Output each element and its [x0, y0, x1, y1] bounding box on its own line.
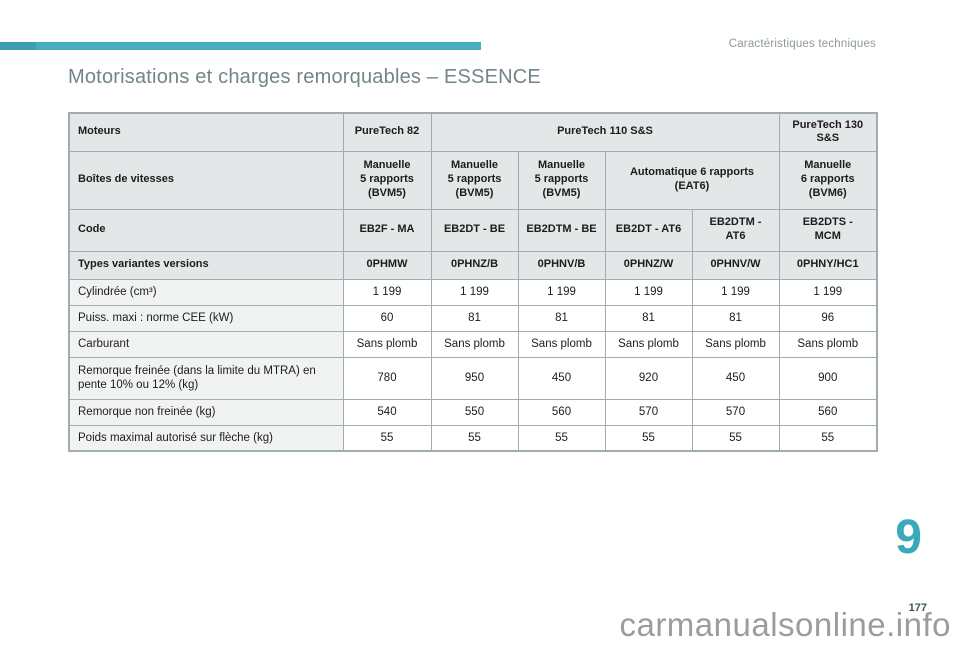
page-title: Motorisations et charges remorquables – …: [68, 66, 541, 88]
cell-carburant-c6: Sans plomb: [778, 330, 878, 358]
cell-remorque-freinee-c3: 450: [517, 356, 606, 400]
cell-types-c3: 0PHNV/B: [517, 250, 606, 280]
cell-moteurs-puretech82: PureTech 82: [342, 112, 432, 152]
cell-boites-c1: Manuelle 5 rapports (BVM5): [342, 150, 432, 210]
cell-puissance-c5: 81: [691, 304, 780, 332]
cell-code-c3: EB2DTM - BE: [517, 208, 606, 252]
cell-carburant-c1: Sans plomb: [342, 330, 432, 358]
cell-puissance-c4: 81: [604, 304, 693, 332]
cell-code-c4: EB2DT - AT6: [604, 208, 693, 252]
cell-cylindree-c5: 1 199: [691, 278, 780, 306]
table-row-boites: Boîtes de vitesses Manuelle 5 rapports (…: [68, 150, 878, 210]
cell-remorque-freinee-c4: 920: [604, 356, 693, 400]
row-label-puissance: Puiss. maxi : norme CEE (kW): [68, 304, 344, 332]
watermark-text: carmanualsonline.info: [619, 606, 951, 643]
row-label-boites: Boîtes de vitesses: [68, 150, 344, 210]
cell-remorque-non-freinee-c3: 560: [517, 398, 606, 426]
cell-carburant-c3: Sans plomb: [517, 330, 606, 358]
cell-carburant-c5: Sans plomb: [691, 330, 780, 358]
cell-remorque-non-freinee-c5: 570: [691, 398, 780, 426]
table-row-moteurs: Moteurs PureTech 82 PureTech 110 S&S Pur…: [68, 112, 878, 152]
row-label-types: Types variantes versions: [68, 250, 344, 280]
row-label-carburant: Carburant: [68, 330, 344, 358]
cell-boites-c3: Manuelle 5 rapports (BVM5): [517, 150, 606, 210]
cell-puissance-c6: 96: [778, 304, 878, 332]
section-label: Caractéristiques techniques: [728, 38, 876, 50]
row-label-moteurs: Moteurs: [68, 112, 344, 152]
cell-poids-fleche-c3: 55: [517, 424, 606, 452]
row-label-poids-fleche: Poids maximal autorisé sur flèche (kg): [68, 424, 344, 452]
cell-cylindree-c3: 1 199: [517, 278, 606, 306]
table-row-remorque-freinee: Remorque freinée (dans la limite du MTRA…: [68, 356, 878, 400]
cell-code-c2: EB2DT - BE: [430, 208, 519, 252]
cell-code-c6: EB2DTS - MCM: [778, 208, 878, 252]
cell-poids-fleche-c1: 55: [342, 424, 432, 452]
cell-types-c4: 0PHNZ/W: [604, 250, 693, 280]
chapter-number-badge: 9: [895, 511, 922, 564]
table-row-code: Code EB2F - MA EB2DT - BE EB2DTM - BE EB…: [68, 208, 878, 252]
cell-code-c1: EB2F - MA: [342, 208, 432, 252]
cell-poids-fleche-c4: 55: [604, 424, 693, 452]
table-row-types: Types variantes versions 0PHMW 0PHNZ/B 0…: [68, 250, 878, 280]
cell-remorque-non-freinee-c4: 570: [604, 398, 693, 426]
cell-remorque-non-freinee-c6: 560: [778, 398, 878, 426]
cell-boites-c2: Manuelle 5 rapports (BVM5): [430, 150, 519, 210]
table-row-cylindree: Cylindrée (cm³) 1 199 1 199 1 199 1 199 …: [68, 278, 878, 306]
cell-moteurs-puretech110: PureTech 110 S&S: [430, 112, 780, 152]
cell-remorque-freinee-c2: 950: [430, 356, 519, 400]
cell-puissance-c1: 60: [342, 304, 432, 332]
row-label-cylindree: Cylindrée (cm³): [68, 278, 344, 306]
cell-boites-c6: Manuelle 6 rapports (BVM6): [778, 150, 878, 210]
row-label-remorque-non-freinee: Remorque non freinée (kg): [68, 398, 344, 426]
row-label-code: Code: [68, 208, 344, 252]
cell-code-c5: EB2DTM - AT6: [691, 208, 780, 252]
cell-cylindree-c2: 1 199: [430, 278, 519, 306]
cell-poids-fleche-c2: 55: [430, 424, 519, 452]
table-row-poids-fleche: Poids maximal autorisé sur flèche (kg) 5…: [68, 424, 878, 452]
table-row-puissance: Puiss. maxi : norme CEE (kW) 60 81 81 81…: [68, 304, 878, 332]
cell-moteurs-puretech130: PureTech 130 S&S: [778, 112, 878, 152]
engine-spec-table: Moteurs PureTech 82 PureTech 110 S&S Pur…: [68, 112, 878, 452]
cell-cylindree-c4: 1 199: [604, 278, 693, 306]
cell-types-c6: 0PHNY/HC1: [778, 250, 878, 280]
cell-remorque-freinee-c6: 900: [778, 356, 878, 400]
accent-bar: [36, 42, 481, 50]
cell-puissance-c3: 81: [517, 304, 606, 332]
row-label-remorque-freinee: Remorque freinée (dans la limite du MTRA…: [68, 356, 344, 400]
cell-carburant-c4: Sans plomb: [604, 330, 693, 358]
cell-remorque-non-freinee-c1: 540: [342, 398, 432, 426]
cell-poids-fleche-c5: 55: [691, 424, 780, 452]
cell-boites-c45: Automatique 6 rapports (EAT6): [604, 150, 780, 210]
cell-remorque-non-freinee-c2: 550: [430, 398, 519, 426]
cell-carburant-c2: Sans plomb: [430, 330, 519, 358]
table-row-remorque-non-freinee: Remorque non freinée (kg) 540 550 560 57…: [68, 398, 878, 426]
page-number: 177: [908, 602, 927, 614]
cell-poids-fleche-c6: 55: [778, 424, 878, 452]
cell-remorque-freinee-c5: 450: [691, 356, 780, 400]
cell-cylindree-c1: 1 199: [342, 278, 432, 306]
cell-remorque-freinee-c1: 780: [342, 356, 432, 400]
accent-bar-dark-segment: [0, 42, 36, 50]
table-row-carburant: Carburant Sans plomb Sans plomb Sans plo…: [68, 330, 878, 358]
cell-puissance-c2: 81: [430, 304, 519, 332]
cell-types-c5: 0PHNV/W: [691, 250, 780, 280]
cell-types-c2: 0PHNZ/B: [430, 250, 519, 280]
cell-types-c1: 0PHMW: [342, 250, 432, 280]
cell-cylindree-c6: 1 199: [778, 278, 878, 306]
